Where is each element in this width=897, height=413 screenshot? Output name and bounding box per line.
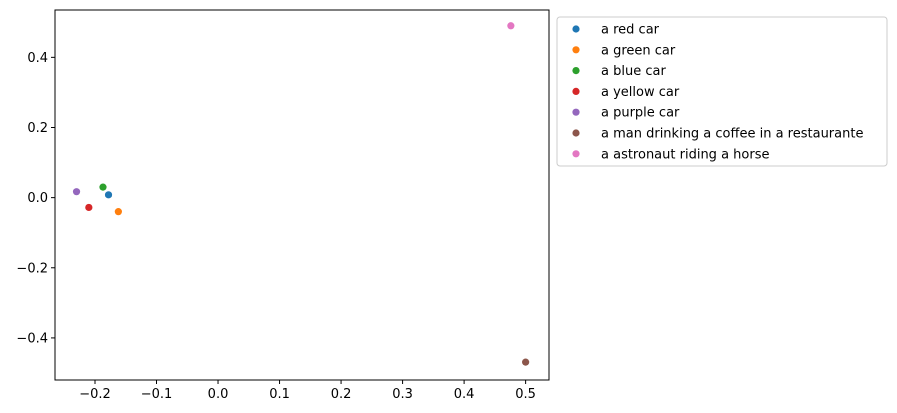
legend-label: a green car [601,43,676,58]
legend-marker [572,150,580,158]
legend-marker [572,108,580,116]
x-axis: −0.2 −0.1 0.0 0.1 0.2 0.3 0.4 0.5 [79,380,536,402]
legend-label: a yellow car [601,85,680,100]
legend-label: a blue car [601,64,666,79]
y-tick-label: 0.2 [27,121,48,136]
data-point [99,183,107,191]
y-tick-label: −0.4 [16,331,48,346]
legend-marker [572,129,580,137]
legend-frame [556,16,888,167]
legend-marker [572,46,580,54]
legend-marker [572,87,580,95]
data-point [72,188,81,196]
y-axis: −0.4 −0.2 0.0 0.2 0.4 [16,51,55,346]
x-tick-label: 0.5 [515,387,536,402]
data-point [507,22,515,30]
x-tick-label: 0.3 [392,387,413,402]
y-tick-label: −0.2 [16,261,48,276]
data-point [522,358,530,366]
plot-area [54,9,550,381]
legend-label: a man drinking a coffee in a restaurante [601,127,863,142]
legend: a red car a green car a blue car a yellow c… [556,16,888,167]
y-tick-label: 0.4 [27,51,48,66]
y-tick-label: 0.0 [27,191,48,206]
data-point [85,203,93,212]
data-point [104,191,113,199]
legend-label: a red car [601,23,660,38]
data-point [114,208,122,216]
x-tick-label: 0.0 [208,387,229,402]
x-tick-label: −0.1 [141,387,173,402]
legend-label: a purple car [601,106,680,121]
legend-marker [572,25,580,33]
x-tick-label: 0.2 [331,387,352,402]
legend-marker [572,67,580,75]
x-tick-label: −0.2 [79,387,111,402]
legend-label: a astronaut riding a horse [601,147,769,162]
data-points [72,22,530,366]
x-tick-label: 0.1 [269,387,290,402]
x-tick-label: 0.4 [454,387,475,402]
